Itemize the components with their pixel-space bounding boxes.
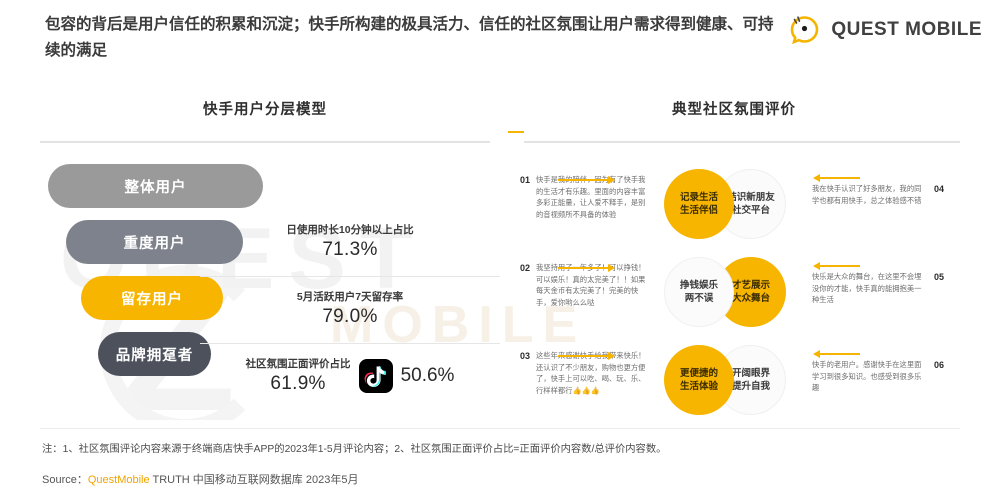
stat-daily-usage: 日使用时长10分钟以上占比 71.3% — [200, 222, 500, 267]
source-rest: TRUTH 中国移动互联网数据库 2023年5月 — [149, 474, 359, 486]
stat-compare-value: 50.6% — [400, 364, 455, 386]
comment-text: 快乐是大众的舞台，在这里不会埋没你的才能，快手真的能拥抱美一种生活 — [812, 272, 922, 304]
funnel-tier-advocate[interactable]: 品牌拥趸者 — [98, 332, 211, 376]
keyword-line-1: 记录生活 — [679, 192, 718, 203]
keyword-line-2: 生活伴侣 — [679, 205, 718, 216]
tiktok-logo-icon — [358, 358, 393, 393]
source-brand: QuestMobile — [87, 474, 150, 486]
keyword-circle-white[interactable]: 挣钱娱乐 两不误 — [664, 257, 734, 327]
left-panel-header: 快手用户分层模型 — [40, 98, 490, 143]
arrow-left-icon — [812, 262, 872, 270]
stat-positive-sentiment: 社区氛围正面评价占比 61.9% 50.6% — [200, 356, 500, 401]
funnel-row: 整体用户 — [48, 160, 288, 216]
stat-value: 79.0% — [322, 306, 378, 327]
comment-number: 04 — [933, 184, 944, 194]
keyword-circle-yellow[interactable]: 更便捷的 生活体验 — [664, 345, 734, 415]
stat-value: 71.3% — [322, 239, 378, 260]
comment-04: 我在快手认识了好多朋友，我的同学也都有用快手，总之体验感不错 04 — [812, 174, 944, 206]
keyword-line-2: 提升自我 — [731, 381, 770, 392]
keyword-line-2: 社交平台 — [731, 205, 770, 216]
brand-logo-text: QUEST MOBILE — [831, 19, 982, 40]
page-title: 包容的背后是用户信任的积累和沉淀；快手所构建的极具活力、信任的社区氛围让用户需求… — [45, 16, 774, 59]
arrow-right-icon — [558, 264, 618, 272]
page-header: 包容的背后是用户信任的积累和沉淀；快手所构建的极具活力、信任的社区氛围让用户需求… — [0, 0, 1000, 70]
brand-logo: QUEST MOBILE — [787, 12, 982, 48]
source-prefix: Source： — [42, 474, 88, 486]
comment-05: 快乐是大众的舞台，在这里不会埋没你的才能，快手真的能拥抱美一种生活 05 — [812, 262, 944, 306]
funnel-tier-heavy[interactable]: 重度用户 — [66, 220, 243, 264]
sentiment-row: 01 快手是我的陪伴，因为有了快手我的生活才有乐趣。里面的内容丰富多彩正能量，让… — [512, 160, 962, 248]
divider — [200, 276, 500, 277]
funnel-row: 品牌拥趸者 — [48, 328, 288, 384]
keyword-line-1: 开阔眼界 — [731, 368, 770, 379]
keyword-circle-yellow[interactable]: 记录生活 生活伴侣 — [664, 169, 734, 239]
comment-06: 快手的老用户。感谢快手在这里面学习到很多知识。也感受到很多乐趣 06 — [812, 350, 944, 394]
comment-number: 01 — [520, 175, 531, 185]
keyword-line-1: 挣钱娱乐 — [679, 280, 718, 291]
left-panel-title: 快手用户分层模型 — [203, 102, 327, 118]
footer-divider — [40, 428, 960, 429]
keyword-line-1: 结识新朋友 — [727, 192, 775, 203]
circle-pair: 记录生活 生活伴侣 结识新朋友 社交平台 — [658, 162, 808, 246]
stat-label: 5月活跃用户7天留存率 — [296, 291, 404, 303]
keyword-line-2: 两不误 — [684, 293, 714, 304]
funnel-tier-overall[interactable]: 整体用户 — [48, 164, 263, 208]
comment-02: 02 我坚持用了一年多了！可以挣钱！可以娱乐！真的太完美了！！如果每天金币有太完… — [520, 262, 652, 308]
source-line: Source：QuestMobile TRUTH 中国移动互联网数据库 2023… — [42, 471, 358, 487]
comment-number: 06 — [933, 360, 944, 370]
stat-retention: 5月活跃用户7天留存率 79.0% — [200, 289, 500, 334]
circle-pair: 挣钱娱乐 两不误 才艺展示 大众舞台 — [658, 250, 808, 334]
keyword-line-1: 更便捷的 — [679, 368, 718, 379]
community-sentiment-grid: 01 快手是我的陪伴，因为有了快手我的生活才有乐趣。里面的内容丰富多彩正能量，让… — [512, 160, 962, 425]
circle-pair: 更便捷的 生活体验 开阔眼界 提升自我 — [658, 338, 808, 422]
funnel-row: 重度用户 — [48, 216, 288, 272]
arrow-right-icon — [558, 176, 618, 184]
comment-01: 01 快手是我的陪伴，因为有了快手我的生活才有乐趣。里面的内容丰富多彩正能量，让… — [520, 174, 652, 220]
funnel-stats: 日使用时长10分钟以上占比 71.3% 5月活跃用户7天留存率 79.0% 社区… — [200, 222, 500, 401]
sentiment-row: 02 我坚持用了一年多了！可以挣钱！可以娱乐！真的太完美了！！如果每天金币有太完… — [512, 248, 962, 336]
keyword-line-1: 才艺展示 — [731, 280, 770, 291]
right-panel-title: 典型社区氛围评价 — [672, 102, 796, 118]
left-panel-rule — [40, 131, 490, 143]
keyword-line-2: 大众舞台 — [731, 293, 770, 304]
comment-text: 我在快手认识了好多朋友，我的同学也都有用快手，总之体验感不错 — [812, 184, 922, 205]
comment-number: 05 — [933, 272, 944, 282]
right-panel-header: 典型社区氛围评价 — [508, 98, 960, 143]
arrow-left-icon — [812, 174, 872, 182]
arrow-right-icon — [558, 352, 618, 360]
arrow-left-icon — [812, 350, 872, 358]
comment-03: 03 这些年来感谢快手给我带来快乐！还认识了不少朋友，购物也更方便了，快手上可以… — [520, 350, 652, 396]
footnote: 注：1、社区氛围评论内容来源于终端商店快手APP的2023年1-5月评论内容；2… — [42, 444, 667, 455]
quest-mobile-speech-bubble-icon — [787, 12, 823, 48]
comment-number: 03 — [520, 351, 531, 361]
divider — [200, 343, 500, 344]
sentiment-row: 03 这些年来感谢快手给我带来快乐！还认识了不少朋友，购物也更方便了，快手上可以… — [512, 336, 962, 424]
stat-value: 61.9% — [270, 373, 326, 394]
comment-number: 02 — [520, 263, 531, 273]
comment-text: 快手的老用户。感谢快手在这里面学习到很多知识。也感受到很多乐趣 — [812, 360, 922, 392]
keyword-line-2: 生活体验 — [679, 381, 718, 392]
right-panel-rule — [508, 131, 960, 143]
stat-label: 日使用时长10分钟以上占比 — [286, 224, 414, 236]
stat-label: 社区氛围正面评价占比 — [245, 358, 351, 370]
